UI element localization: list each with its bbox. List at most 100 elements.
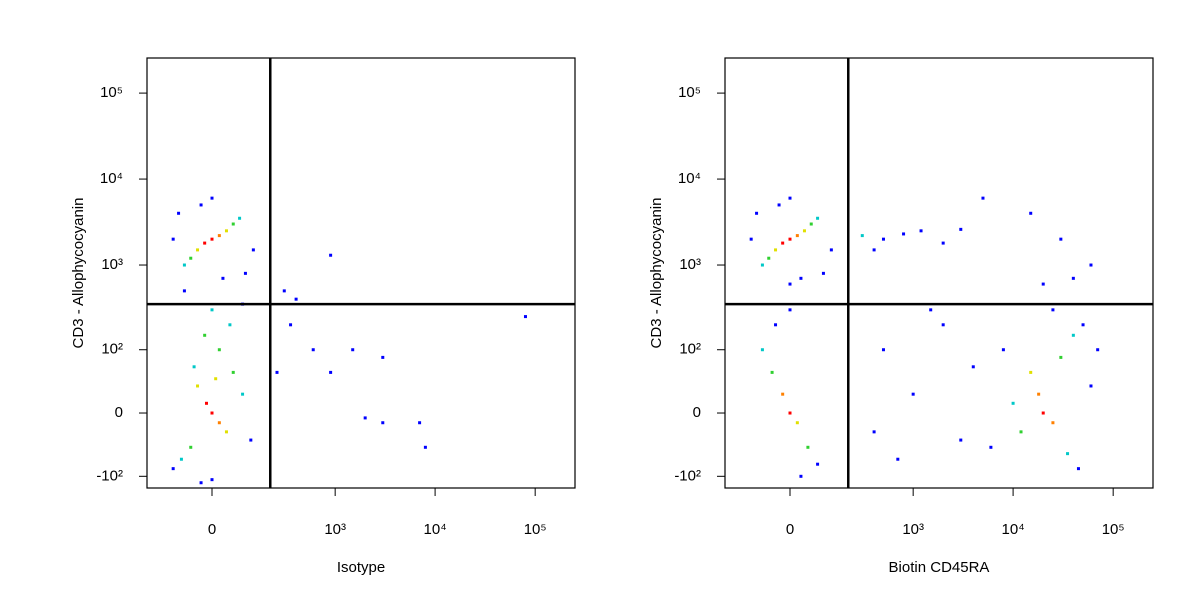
data-point <box>231 370 235 374</box>
x-tick-label: 0 <box>786 521 794 538</box>
y-tick-label: 10⁵ <box>100 84 123 101</box>
x-tick-label: 10⁵ <box>1102 521 1125 538</box>
data-point <box>1059 355 1063 359</box>
data-point <box>199 203 203 207</box>
data-point <box>770 370 774 374</box>
y-tick-label: -10² <box>96 467 123 484</box>
data-point <box>329 253 333 257</box>
y-tick-label: 10³ <box>101 256 123 273</box>
y-tick-label: -10² <box>674 467 701 484</box>
data-point <box>351 348 355 352</box>
data-point <box>224 430 228 434</box>
data-point <box>881 237 885 241</box>
data-point <box>241 392 245 396</box>
data-point <box>251 248 255 252</box>
data-point <box>1081 323 1085 327</box>
x-tick-label: 10⁴ <box>424 521 447 538</box>
data-point <box>1029 211 1033 215</box>
data-point <box>171 467 175 471</box>
data-point <box>311 348 315 352</box>
data-point <box>182 263 186 267</box>
data-point <box>210 196 214 200</box>
data-point <box>189 256 193 260</box>
data-point <box>243 271 247 275</box>
x-tick-label: 10³ <box>324 521 346 538</box>
data-point <box>767 256 771 260</box>
y-axis-label: CD3 - Allophycocyanin <box>70 198 87 349</box>
data-point <box>816 216 820 220</box>
data-point <box>214 377 218 381</box>
data-point <box>1089 384 1093 388</box>
data-point <box>196 248 200 252</box>
x-axis-label: Isotype <box>337 559 385 576</box>
data-point <box>809 222 813 226</box>
data-point <box>217 234 221 238</box>
data-point <box>1001 348 1005 352</box>
data-point <box>959 438 963 442</box>
data-point <box>171 237 175 241</box>
data-point <box>749 237 753 241</box>
data-point <box>1041 282 1045 286</box>
data-point <box>294 297 298 301</box>
data-point <box>981 196 985 200</box>
data-point <box>902 232 906 236</box>
data-point <box>989 445 993 449</box>
data-point <box>795 234 799 238</box>
data-point <box>755 211 759 215</box>
data-point <box>249 438 253 442</box>
data-point <box>203 241 207 245</box>
data-point <box>289 323 293 327</box>
data-point <box>774 248 778 252</box>
y-tick-label: 0 <box>115 404 123 421</box>
data-point <box>363 416 367 420</box>
data-point <box>799 474 803 478</box>
data-point <box>816 462 820 466</box>
data-point <box>788 308 792 312</box>
data-point <box>896 457 900 461</box>
data-point <box>919 229 923 233</box>
data-point <box>777 203 781 207</box>
data-point <box>795 421 799 425</box>
data-point <box>1019 430 1023 434</box>
y-axis-label: CD3 - Allophycocyanin <box>648 198 665 349</box>
data-point <box>829 248 833 252</box>
plot-frame <box>146 57 576 489</box>
data-point <box>1041 411 1045 415</box>
data-point <box>1066 452 1070 456</box>
data-point <box>929 308 933 312</box>
data-point <box>760 263 764 267</box>
x-tick-label: 0 <box>208 521 216 538</box>
data-point <box>1059 237 1063 241</box>
data-point <box>217 348 221 352</box>
data-point <box>228 323 232 327</box>
data-point <box>423 445 427 449</box>
data-point <box>941 241 945 245</box>
y-tick-label: 10³ <box>679 256 701 273</box>
data-point <box>210 237 214 241</box>
data-point <box>1037 392 1041 396</box>
data-point <box>1029 370 1033 374</box>
data-point <box>418 421 422 425</box>
data-point <box>971 365 975 369</box>
x-tick-label: 10⁴ <box>1002 521 1025 538</box>
data-point <box>275 370 279 374</box>
data-point <box>802 229 806 233</box>
data-point <box>221 276 225 280</box>
y-tick-label: 10⁴ <box>678 170 701 187</box>
data-point <box>1071 333 1075 337</box>
data-point <box>1076 467 1080 471</box>
data-point <box>806 445 810 449</box>
data-point <box>1096 348 1100 352</box>
data-point <box>523 315 527 319</box>
data-point <box>329 370 333 374</box>
y-tick-label: 10⁴ <box>100 170 123 187</box>
x-tick-label: 10⁵ <box>524 521 547 538</box>
data-point <box>959 227 963 231</box>
data-point <box>210 478 214 482</box>
data-point <box>182 289 186 293</box>
data-point <box>282 289 286 293</box>
data-point <box>189 445 193 449</box>
x-tick-label: 10³ <box>902 521 924 538</box>
data-point <box>177 211 181 215</box>
data-point <box>1011 401 1015 405</box>
